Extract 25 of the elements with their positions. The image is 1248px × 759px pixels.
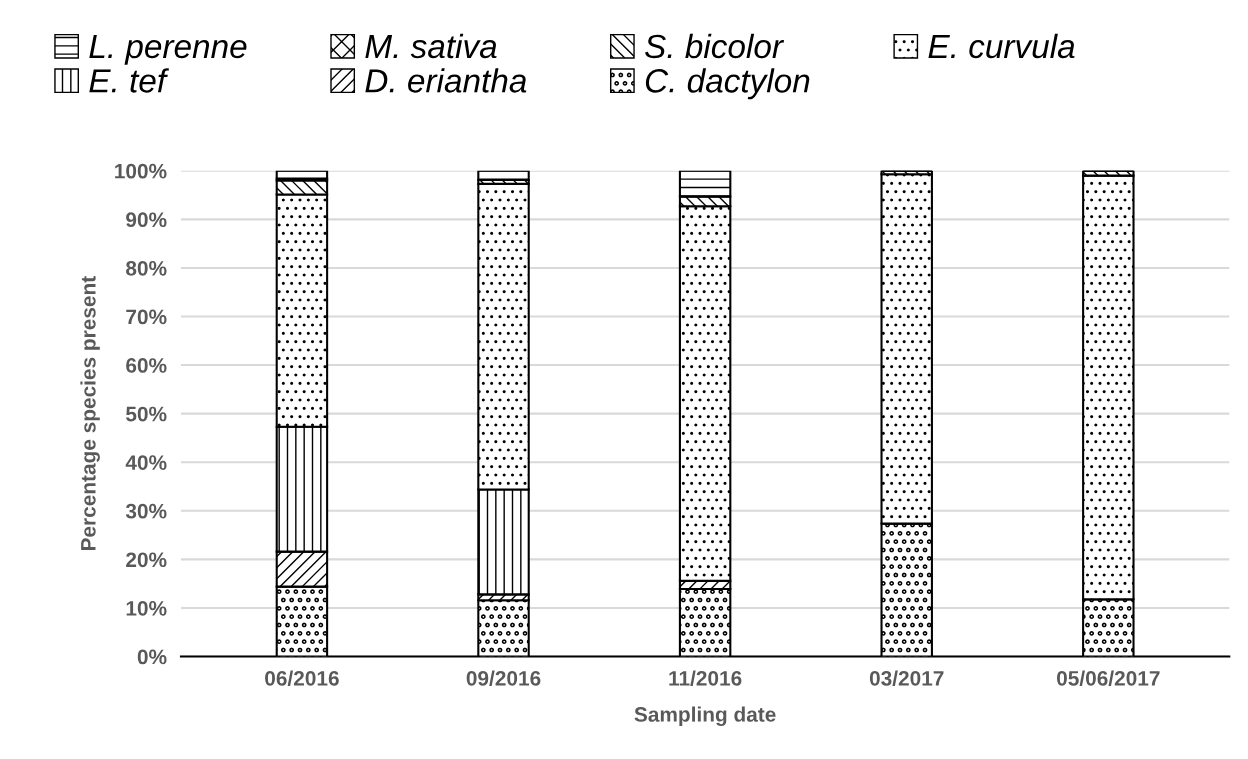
legend-label: S. bicolor [644,33,785,59]
y-tick-label: 50% [126,406,167,422]
legend-label: E. curvula [928,33,1075,59]
x-tick-label: 06/2016 [265,670,339,686]
y-tick-label: 100% [115,163,167,179]
y-tick-label: 10% [126,600,167,616]
legend-label: M. sativa [365,33,497,59]
y-tick-label: 20% [126,552,167,568]
legend-label: L. perenne [89,35,247,65]
legend-label: E. tef [89,68,169,93]
x-tick-label: 09/2016 [466,670,541,686]
y-tick-label: 30% [125,503,167,519]
y-tick-label: 80% [126,260,167,276]
y-tick-label: 90% [126,212,167,228]
x-tick-label: 11/2016 [669,670,742,686]
legend-label: D. eriantha [365,68,527,93]
y-tick-label: 40% [125,455,167,470]
x-axis-title: Sampling date [634,706,776,727]
y-tick-label: 0% [137,649,167,665]
x-tick-label: 05/06/2017 [1057,670,1160,686]
y-tick-label: 60% [126,358,167,373]
legend-label: C. dactylon [645,68,810,100]
y-tick-label: 70% [126,309,167,325]
y-axis-title: Percentage species present [80,276,100,551]
x-tick-label: 03/2017 [869,670,944,686]
